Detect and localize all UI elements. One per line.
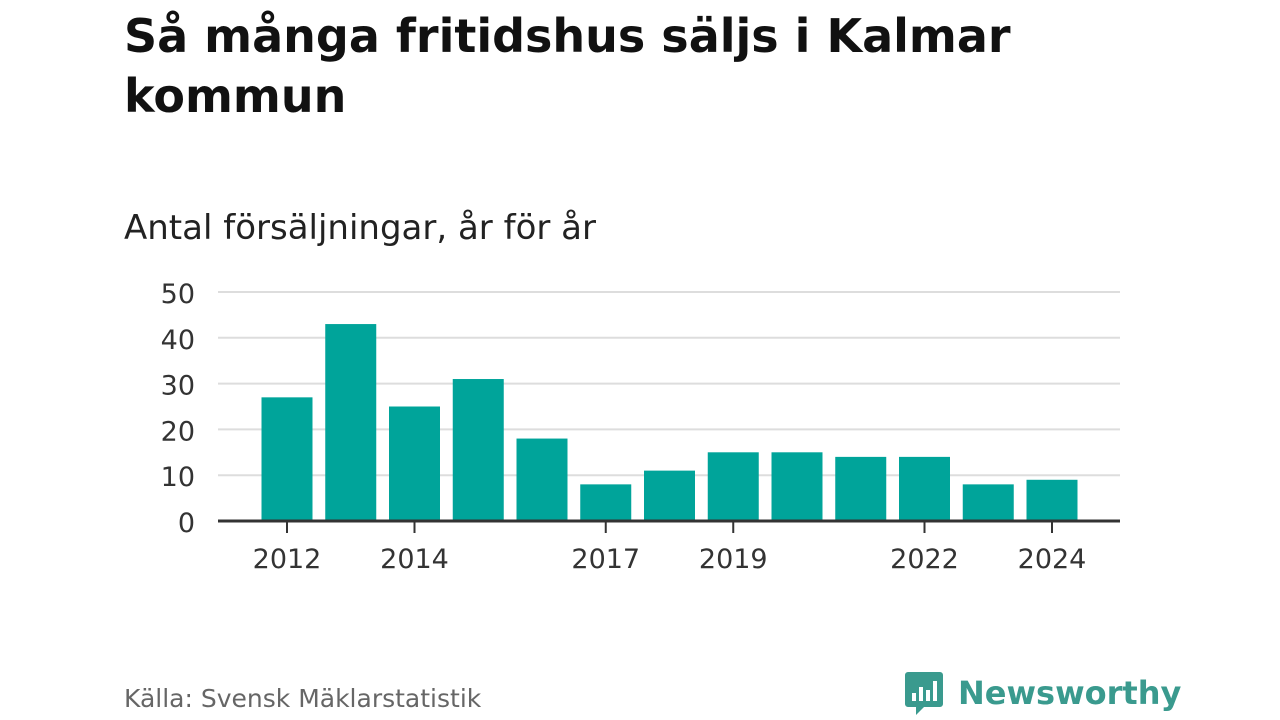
bar-2017 [580, 484, 632, 521]
brand-name: Newsworthy [958, 674, 1182, 712]
bar-2013 [325, 324, 377, 521]
x-tick-label: 2019 [699, 544, 768, 575]
bar-2019 [707, 452, 759, 521]
y-tick-label: 20 [161, 416, 195, 447]
x-tick-label: 2017 [571, 544, 640, 575]
x-tick-label: 2014 [380, 544, 449, 575]
y-tick-label: 40 [161, 325, 195, 356]
bars [261, 324, 1078, 521]
bar-2022 [899, 456, 950, 521]
bar-2012 [261, 397, 313, 521]
chart-bubble-icon [905, 672, 943, 715]
source-note: Källa: Svensk Mäklarstatistik [124, 684, 482, 713]
chart-title: Så många fritidshus säljs i Kalmar kommu… [124, 9, 1011, 123]
y-tick-label: 0 [178, 508, 195, 539]
y-axis-ticks: 0 10 20 30 40 50 [161, 279, 195, 539]
y-tick-label: 10 [161, 462, 195, 493]
newsworthy-logo: Newsworthy [904, 670, 1181, 716]
y-tick-label: 50 [161, 279, 195, 310]
bar-2024 [1026, 479, 1078, 521]
bar-2014 [389, 406, 440, 521]
x-tick-label: 2022 [890, 544, 959, 575]
x-tick-label: 2024 [1018, 544, 1087, 575]
x-tick-label: 2012 [253, 544, 322, 575]
x-axis-ticks: 2012 2014 2017 2019 2022 2024 [253, 521, 1087, 575]
y-tick-label: 30 [161, 371, 195, 402]
bar-2016 [516, 438, 568, 521]
bar-2023 [962, 484, 1014, 521]
bar-2020 [771, 452, 823, 521]
bar-2021 [835, 456, 887, 521]
chart-subtitle: Antal försäljningar, år för år [124, 208, 596, 248]
bar-2018 [644, 470, 695, 521]
bar-2015 [452, 379, 504, 521]
